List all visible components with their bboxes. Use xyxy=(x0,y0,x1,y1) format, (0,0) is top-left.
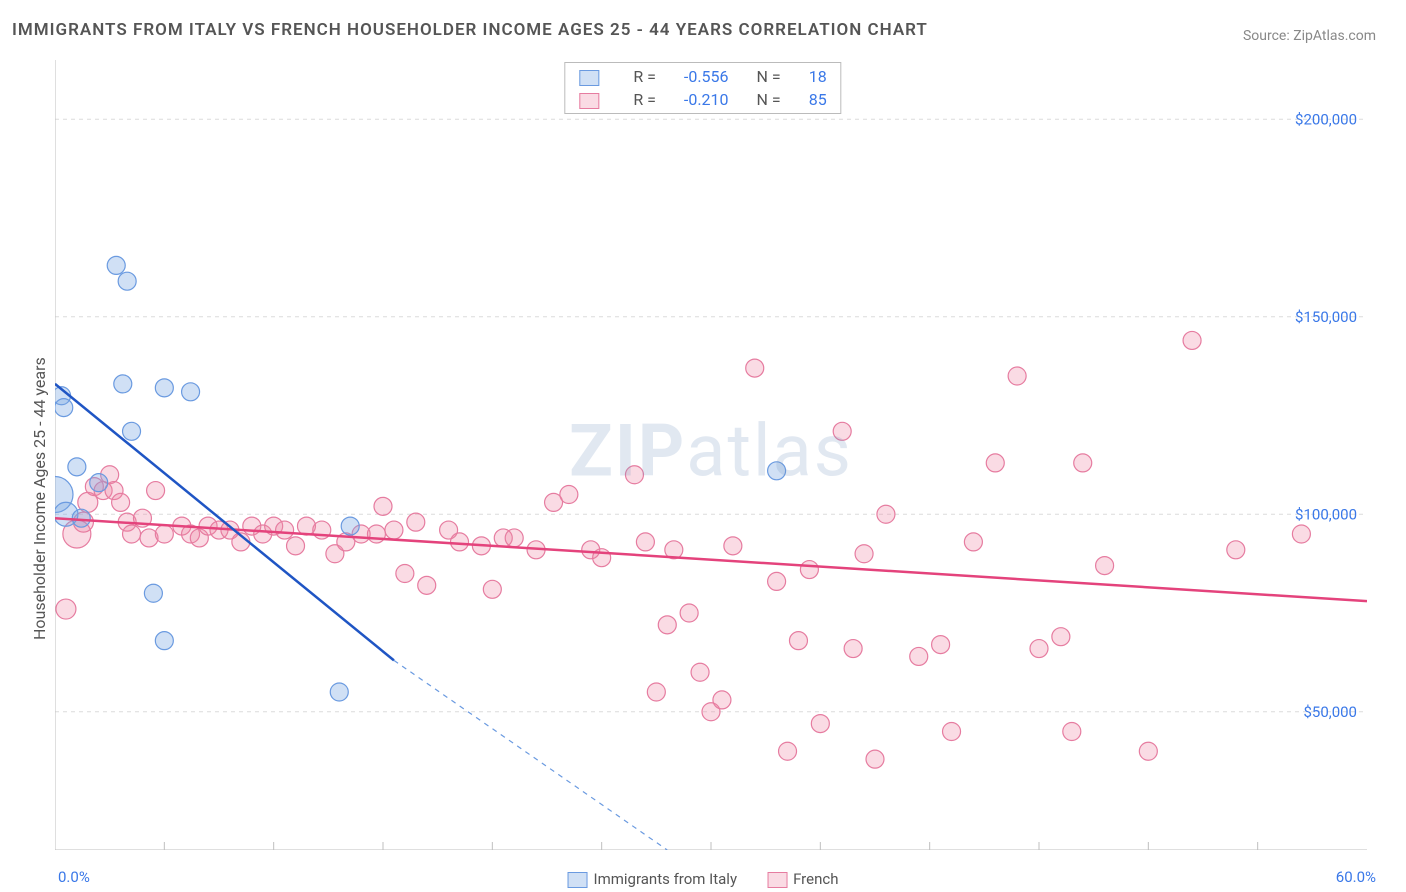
y-axis-label: Householder Income Ages 25 - 44 years xyxy=(30,357,49,640)
legend-item: Immigrants from Italy xyxy=(568,870,738,888)
x-axis-max-label: 60.0% xyxy=(1336,868,1376,886)
bottom-legend: Immigrants from Italy French xyxy=(568,870,839,888)
chart-svg: $50,000 $100,000 $150,000 $200,000 xyxy=(55,60,1367,850)
svg-text:$150,000: $150,000 xyxy=(1295,308,1357,326)
chart-title: IMMIGRANTS FROM ITALY VS FRENCH HOUSEHOL… xyxy=(12,20,928,40)
legend-item: French xyxy=(767,870,838,888)
correlation-legend: R =-0.556N =18R =-0.210N =85 xyxy=(564,62,841,114)
chart-area: $50,000$100,000$150,000$200,000 ZIPatlas xyxy=(55,60,1367,850)
svg-text:$50,000: $50,000 xyxy=(1303,703,1357,721)
svg-text:$200,000: $200,000 xyxy=(1295,110,1357,128)
source-label: Source: ZipAtlas.com xyxy=(1243,28,1376,44)
svg-text:$100,000: $100,000 xyxy=(1295,505,1357,523)
x-axis-min-label: 0.0% xyxy=(58,868,90,886)
